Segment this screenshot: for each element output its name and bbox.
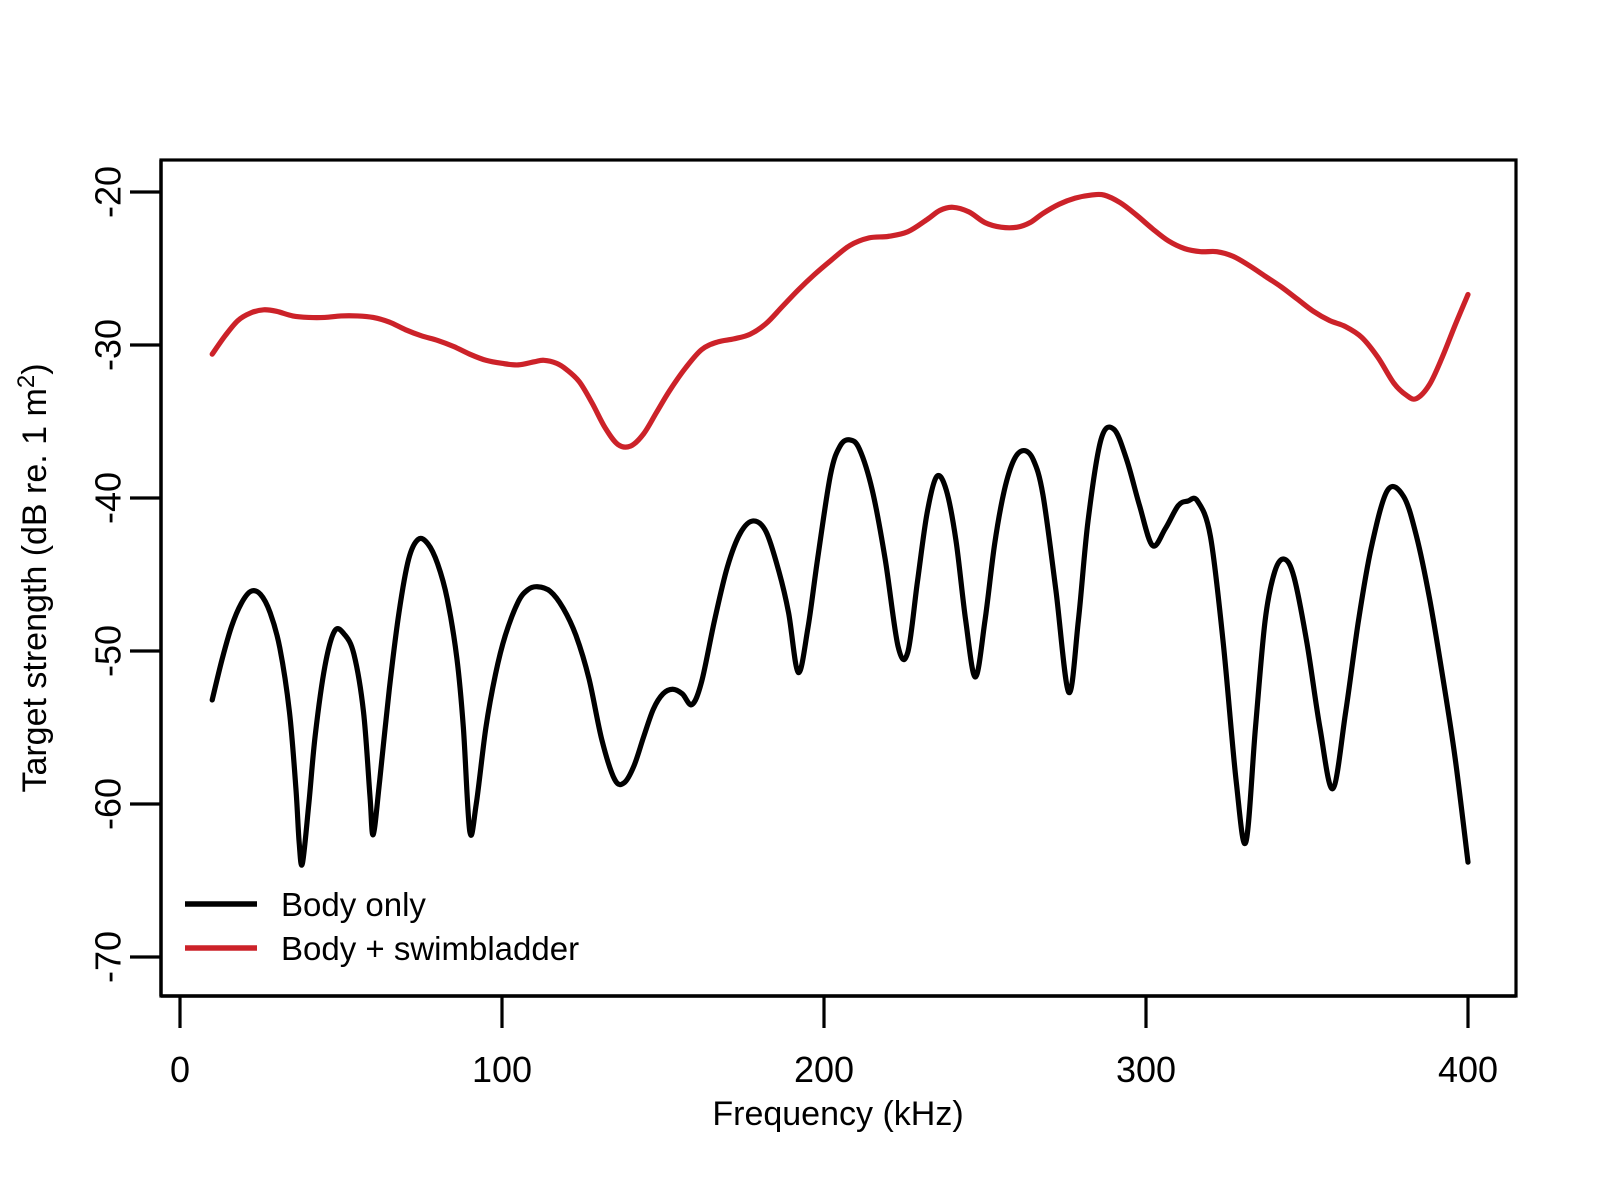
y-tick-marks xyxy=(130,190,161,959)
x-tick-label: 200 xyxy=(794,1049,854,1090)
y-tick-label: -50 xyxy=(88,625,129,677)
chart-legend: Body only Body + swimbladder xyxy=(185,886,579,967)
y-tick-label: -20 xyxy=(88,166,129,218)
x-tick-label: 0 xyxy=(170,1049,190,1090)
legend-label-1: Body + swimbladder xyxy=(281,930,579,967)
y-axis-title-text: Target strength (dB re. 1 m xyxy=(16,388,54,792)
legend-label-0: Body only xyxy=(281,886,426,923)
x-axis: 0 100 200 300 400 Frequency (kHz) xyxy=(161,994,1516,1133)
plot-frame xyxy=(159,158,1518,998)
y-axis-title: Target strength (dB re. 1 m2) xyxy=(13,363,54,792)
y-tick-labels: -20 -30 -40 -50 -60 -70 xyxy=(88,166,129,983)
x-tick-labels: 0 100 200 300 400 xyxy=(170,1049,1498,1090)
y-tick-label: -70 xyxy=(88,931,129,983)
x-tick-marks xyxy=(178,996,1470,1028)
data-series-group xyxy=(209,191,1471,868)
series-line-body-plus-swimbladder xyxy=(209,191,1471,450)
y-tick-label: -60 xyxy=(88,778,129,830)
x-tick-label: 400 xyxy=(1438,1049,1498,1090)
y-axis: -20 -30 -40 -50 -60 -70 Target strength (dB r… xyxy=(13,160,163,996)
y-tick-label: -40 xyxy=(88,472,129,524)
x-tick-label: 300 xyxy=(1116,1049,1176,1090)
x-tick-label: 100 xyxy=(472,1049,532,1090)
series-line-body-only xyxy=(209,424,1471,868)
y-tick-label: -30 xyxy=(88,319,129,371)
x-axis-title: Frequency (kHz) xyxy=(712,1095,963,1133)
